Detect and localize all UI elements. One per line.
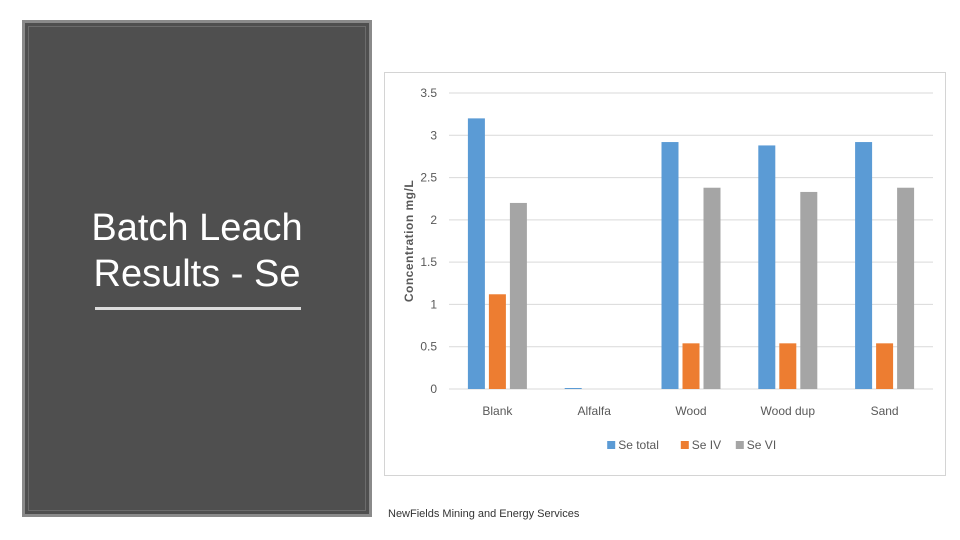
bar-se-iv — [682, 343, 700, 389]
y-tick-label: 3.5 — [420, 86, 437, 100]
y-tick-label: 0.5 — [420, 340, 437, 354]
bar-se-vi — [703, 187, 721, 389]
bar-se-total — [661, 142, 679, 389]
y-tick-label: 1 — [430, 297, 437, 311]
x-tick-label: Blank — [482, 404, 513, 418]
slide-title-line1: Batch Leach — [91, 207, 303, 249]
legend-label: Se VI — [747, 438, 776, 452]
bar-se-iv — [876, 343, 894, 389]
slide-title: Batch Leach Results - Se — [25, 205, 369, 297]
legend-swatch — [607, 441, 616, 449]
bar-se-total — [564, 388, 582, 389]
x-tick-label: Alfalfa — [578, 404, 612, 418]
bar-se-iv — [488, 294, 506, 389]
bar-se-vi — [800, 191, 818, 389]
footer-text: NewFields Mining and Energy Services — [388, 508, 580, 520]
x-tick-label: Wood — [675, 404, 706, 418]
y-tick-label: 0 — [430, 382, 437, 396]
y-tick-label: 3 — [430, 128, 437, 142]
bar-se-total — [467, 118, 485, 389]
bar-se-vi — [897, 187, 915, 389]
bar-se-total — [855, 142, 873, 389]
y-tick-label: 2 — [430, 213, 437, 227]
y-tick-label: 2.5 — [420, 171, 437, 185]
slide-title-line2: Results - Se — [93, 253, 301, 295]
chart-container: 0 0.5 1 1.5 2 2.5 3 3.5 Concentration mg/L Blank A… — [384, 72, 946, 476]
x-tick-label: Sand — [871, 404, 899, 418]
legend-swatch — [735, 441, 744, 449]
legend-swatch — [680, 441, 689, 449]
title-panel: Batch Leach Results - Se — [22, 20, 372, 517]
y-tick-label: 1.5 — [420, 255, 437, 269]
legend-label: Se total — [618, 438, 659, 452]
title-underline — [95, 307, 301, 310]
bar-se-vi — [509, 202, 527, 389]
bar-se-total — [758, 145, 776, 389]
bar-chart: 0 0.5 1 1.5 2 2.5 3 3.5 Concentration mg/L Blank A… — [402, 86, 933, 452]
bar-se-iv — [779, 343, 797, 389]
legend-label: Se IV — [692, 438, 721, 452]
title-panel-frame — [28, 26, 366, 511]
x-tick-label: Wood dup — [761, 404, 816, 418]
y-axis-title: Concentration mg/L — [402, 180, 416, 302]
